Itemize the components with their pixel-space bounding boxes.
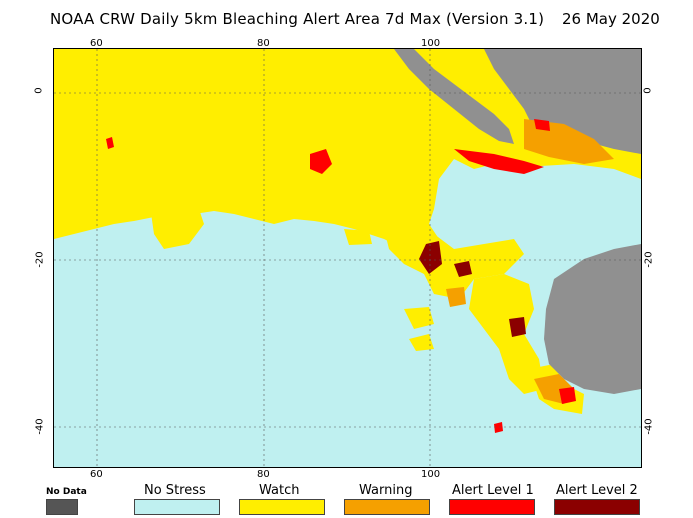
legend-swatch-warning: [344, 499, 430, 515]
legend-swatch-alert-level-2: [554, 499, 640, 515]
top-lon-label-60: 60: [90, 38, 103, 49]
legend-label-watch: Watch: [259, 483, 300, 498]
legend-label-alert-level-2: Alert Level 2: [556, 483, 638, 498]
bottom-lon-label-60: 60: [90, 469, 103, 480]
alert1-region-borneo: [534, 119, 550, 131]
legend-swatch-no-data: [46, 499, 78, 515]
watch-region-lobe: [149, 194, 204, 249]
alert2-region-2: [454, 261, 472, 277]
bleaching-map: [54, 49, 641, 467]
alert2-region-3: [509, 317, 526, 337]
map-title: NOAA CRW Daily 5km Bleaching Alert Area …: [50, 10, 545, 28]
legend-swatch-alert-level-1: [449, 499, 535, 515]
land-australia: [544, 244, 641, 394]
map-area[interactable]: [53, 48, 642, 468]
watch-region-patch-1: [404, 307, 434, 329]
land-java-borneo: [484, 49, 641, 154]
bottom-lon-label-80: 80: [257, 469, 270, 480]
map-date: 26 May 2020: [562, 10, 660, 28]
watch-region-coast: [469, 274, 544, 394]
alert1-region-center: [310, 149, 332, 174]
left-lat-label-0: 0: [33, 87, 45, 94]
legend-swatch-no-stress: [134, 499, 220, 515]
top-lon-label-80: 80: [257, 38, 270, 49]
bottom-lon-label-100: 100: [421, 469, 441, 480]
watch-region-patch-3: [344, 229, 372, 245]
left-lat-label-minus20: -20: [34, 251, 46, 268]
land-sumatra: [394, 49, 514, 144]
alert1-region-java: [454, 149, 544, 174]
warning-region-patch: [446, 287, 466, 307]
legend-label-warning: Warning: [359, 483, 413, 498]
legend-swatch-watch: [239, 499, 325, 515]
top-lon-label-100: 100: [421, 38, 441, 49]
right-lat-label-0: 0: [642, 87, 654, 94]
watch-region-north: [54, 49, 641, 269]
watch-region-patch-2: [409, 334, 434, 351]
alert1-region-south: [559, 387, 576, 404]
legend-label-no-stress: No Stress: [144, 483, 206, 498]
alert1-region-west: [106, 137, 114, 149]
legend-label-no-data: No Data: [46, 487, 87, 497]
alert1-region-sw: [494, 422, 503, 433]
right-lat-label-minus40: -40: [643, 418, 655, 435]
right-lat-label-minus20: -20: [643, 251, 655, 268]
legend-label-alert-level-1: Alert Level 1: [452, 483, 534, 498]
left-lat-label-minus40: -40: [34, 418, 46, 435]
alert2-region-1: [419, 241, 442, 274]
